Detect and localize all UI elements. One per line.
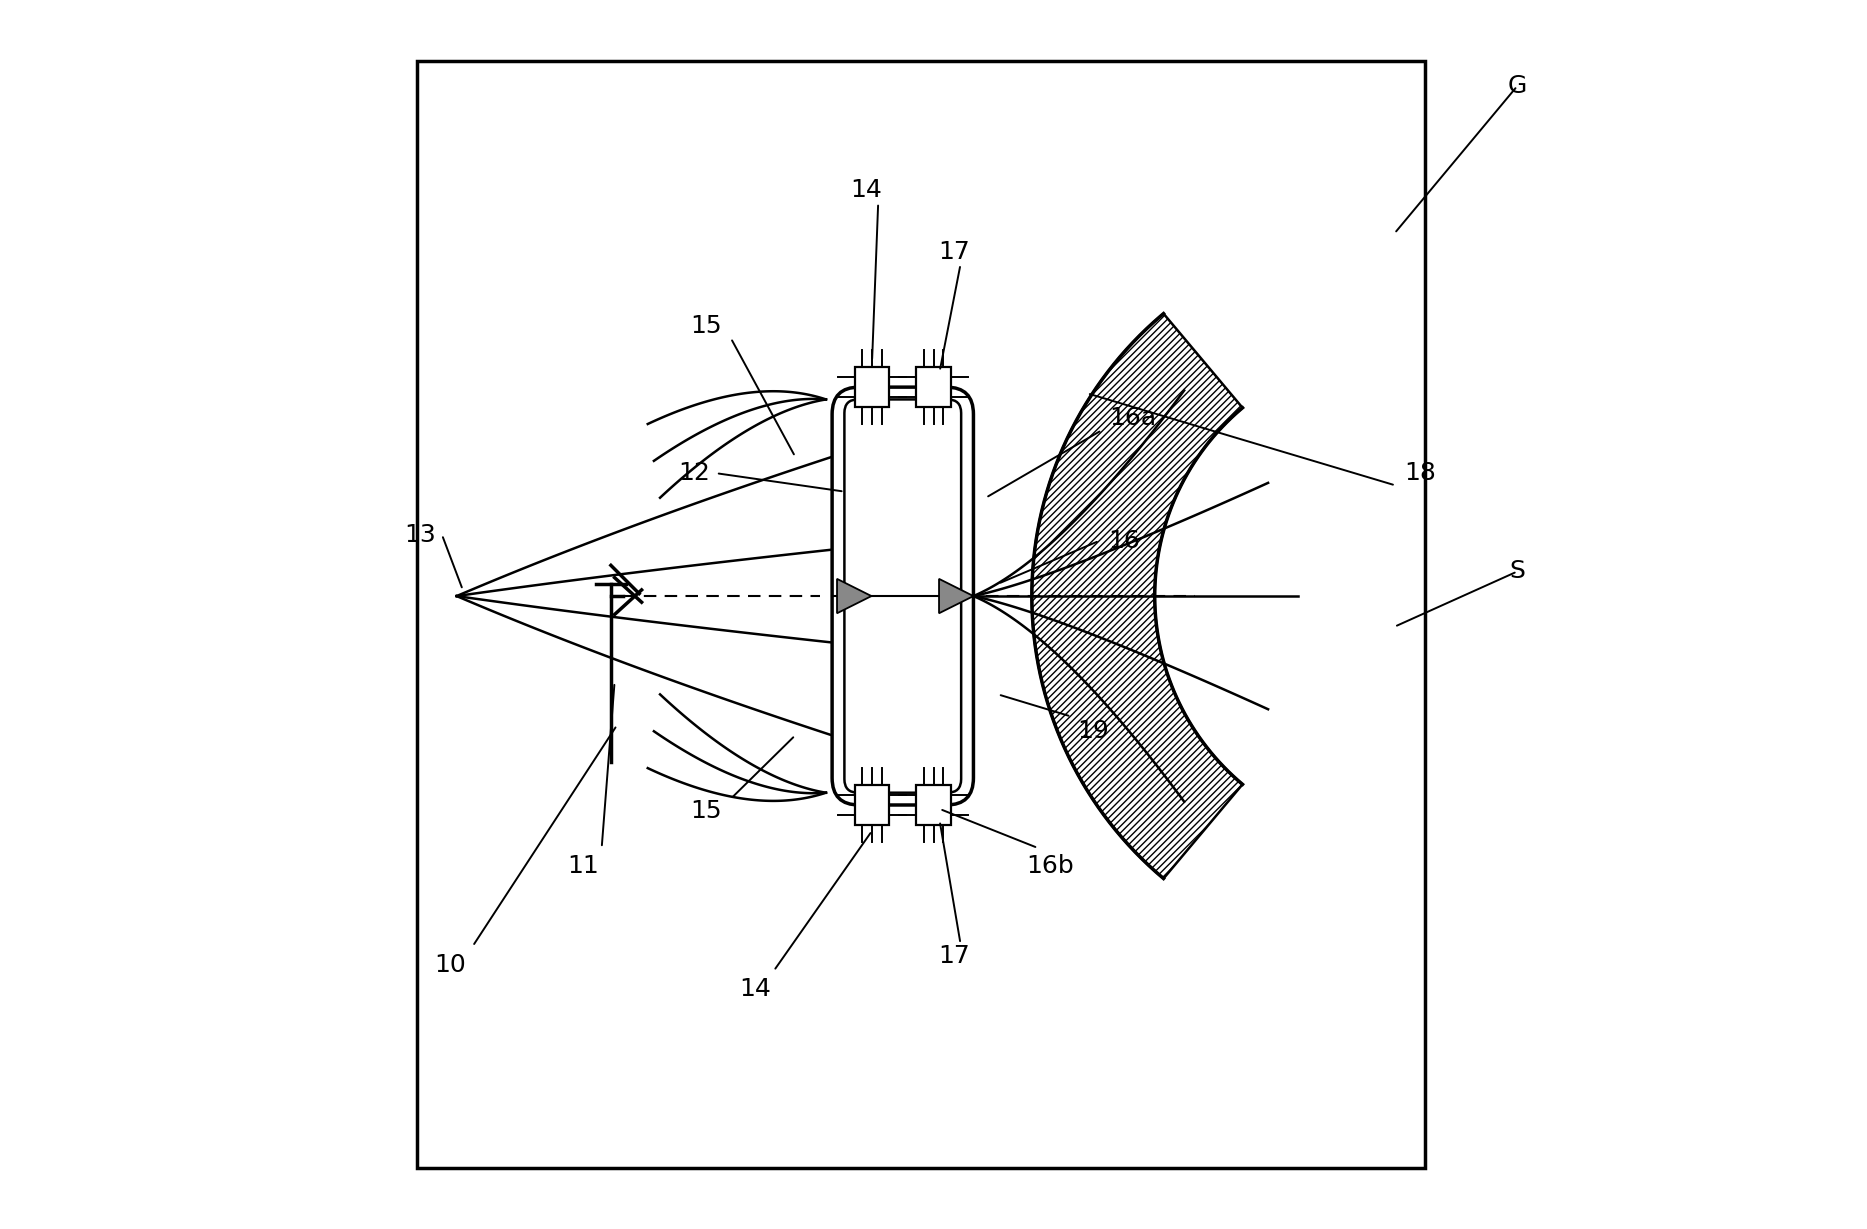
Bar — [917, 785, 950, 825]
Bar — [855, 785, 889, 825]
Text: 19: 19 — [1077, 719, 1109, 744]
Text: 11: 11 — [568, 854, 599, 879]
Text: 13: 13 — [403, 522, 435, 547]
FancyBboxPatch shape — [833, 387, 973, 805]
Text: 15: 15 — [691, 313, 723, 338]
Polygon shape — [836, 579, 872, 613]
Text: 16a: 16a — [1109, 406, 1156, 430]
Text: 14: 14 — [739, 977, 771, 1002]
Bar — [855, 367, 889, 407]
Text: 15: 15 — [691, 799, 723, 823]
Text: G: G — [1509, 74, 1527, 98]
Text: 10: 10 — [435, 952, 467, 977]
Polygon shape — [1032, 313, 1243, 879]
Text: 16: 16 — [1107, 528, 1141, 553]
Text: 17: 17 — [939, 240, 971, 264]
Text: 14: 14 — [849, 178, 881, 203]
Bar — [917, 367, 950, 407]
Text: 18: 18 — [1404, 461, 1436, 485]
Bar — [418, 61, 1425, 1168]
Text: 12: 12 — [678, 461, 709, 485]
Text: 16b: 16b — [1027, 854, 1074, 879]
Text: S: S — [1509, 559, 1525, 584]
Text: 17: 17 — [939, 944, 971, 968]
Polygon shape — [939, 579, 973, 613]
